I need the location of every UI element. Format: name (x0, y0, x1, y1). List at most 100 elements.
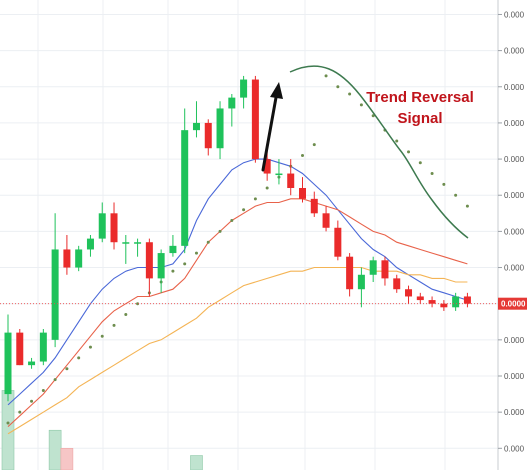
candle-body-0 (4, 332, 12, 395)
sar-dot-3 (41, 388, 45, 392)
candle-body-20 (240, 79, 248, 98)
sar-dot-25 (301, 153, 304, 157)
sar-dot-10 (124, 313, 128, 317)
candle-body-26 (310, 198, 318, 214)
sar-dot-20 (242, 208, 246, 212)
last-price-tag (498, 297, 527, 310)
candle-body-14 (169, 245, 177, 254)
candle-body-3 (39, 332, 47, 362)
sar-dot-29 (348, 92, 352, 96)
price-tick-label-5: 0.000 (504, 191, 525, 200)
indicator-lines (7, 158, 468, 435)
candle-body-35 (416, 296, 424, 301)
price-tick-label-1: 0.000 (504, 47, 525, 56)
price-tick-label-6: 0.000 (504, 227, 525, 236)
sar-dot-31 (371, 114, 375, 118)
sar-dot-18 (218, 229, 222, 233)
candle-body-8 (98, 213, 106, 239)
sar-dot-36 (430, 172, 434, 176)
price-tick-label-12: 0.000 (504, 444, 525, 453)
candle-body-38 (452, 296, 460, 308)
sar-dot-27 (324, 74, 328, 78)
price-tick-label-2: 0.000 (504, 83, 525, 92)
sar-dot-7 (88, 345, 92, 349)
indicator-line-1 (7, 198, 468, 428)
sar-dot-0 (6, 421, 10, 425)
candle-body-15 (181, 130, 189, 246)
price-tick-label-10: 0.000 (504, 372, 525, 381)
candle-body-2 (28, 361, 36, 366)
candle-body-36 (428, 300, 436, 304)
price-tick-label-4: 0.000 (504, 155, 525, 164)
indicator-line-0 (7, 158, 468, 406)
price-tick-label-7: 0.000 (504, 264, 525, 273)
price-axis-panel (498, 0, 527, 470)
candle-body-37 (440, 303, 448, 308)
candle-body-31 (369, 260, 377, 275)
volume-bar-1 (48, 429, 62, 470)
candle-body-32 (381, 260, 389, 279)
candle-body-11 (134, 242, 142, 244)
sar-dot-2 (30, 399, 34, 403)
sar-dot-4 (53, 378, 57, 382)
sar-dot-8 (100, 334, 104, 338)
annotation-overlay: Trend Reversal Signal (261, 65, 474, 239)
annotation-line-2: Signal (397, 110, 442, 127)
candle-body-16 (192, 122, 200, 131)
sar-dot-37 (442, 182, 446, 186)
candle-body-23 (275, 173, 283, 176)
sar-dot-26 (312, 143, 316, 147)
candle-body-39 (463, 296, 471, 304)
volume-bar-2 (60, 448, 74, 470)
sar-dot-35 (418, 161, 422, 165)
candle-body-30 (357, 274, 365, 290)
sar-dot-34 (407, 150, 411, 154)
candle-body-10 (122, 242, 130, 244)
volume-bars (1, 390, 203, 470)
candle-body-21 (251, 79, 259, 160)
sar-dot-16 (194, 251, 198, 255)
sar-dot-1 (18, 410, 22, 414)
candle-body-12 (145, 242, 153, 279)
candle-body-5 (63, 249, 71, 268)
candle-body-25 (299, 188, 306, 199)
sar-dot-22 (265, 186, 269, 190)
candle-body-33 (393, 278, 401, 290)
candle-body-9 (110, 213, 118, 243)
price-tick-label-3: 0.000 (504, 119, 525, 128)
candle-body-6 (75, 249, 83, 268)
sar-dot-21 (253, 197, 257, 201)
sar-dot-28 (336, 85, 340, 89)
sar-dot-5 (65, 367, 69, 371)
last-price-label: 0.0000 (501, 300, 526, 309)
candle-body-4 (51, 249, 59, 340)
candle-body-22 (263, 159, 271, 174)
trend-arrow-head (270, 82, 283, 99)
candle-body-1 (16, 332, 24, 366)
candle-body-24 (287, 173, 295, 188)
sar-dot-38 (454, 193, 458, 197)
price-tick-label-9: 0.000 (504, 336, 525, 345)
volume-bar-3 (190, 455, 203, 470)
candle-body-19 (228, 97, 236, 109)
grid (0, 0, 498, 470)
sar-dot-11 (136, 302, 140, 306)
trend-arrow (261, 90, 279, 172)
candle-body-17 (204, 122, 212, 149)
candles (4, 75, 471, 402)
indicator-line-2 (7, 266, 468, 435)
candle-body-13 (157, 253, 165, 279)
annotation-line-1: Trend Reversal (366, 89, 474, 106)
sar-dot-15 (183, 262, 187, 266)
candle-body-18 (216, 108, 224, 149)
sar-dot-6 (77, 356, 81, 360)
candle-body-27 (322, 213, 330, 228)
annotation-bracket (289, 65, 469, 239)
price-tick-label-11: 0.000 (504, 408, 525, 417)
sar-dot-30 (359, 103, 363, 107)
sar-dot-14 (171, 269, 175, 273)
sar-dot-19 (230, 219, 234, 223)
candle-body-34 (405, 289, 413, 297)
